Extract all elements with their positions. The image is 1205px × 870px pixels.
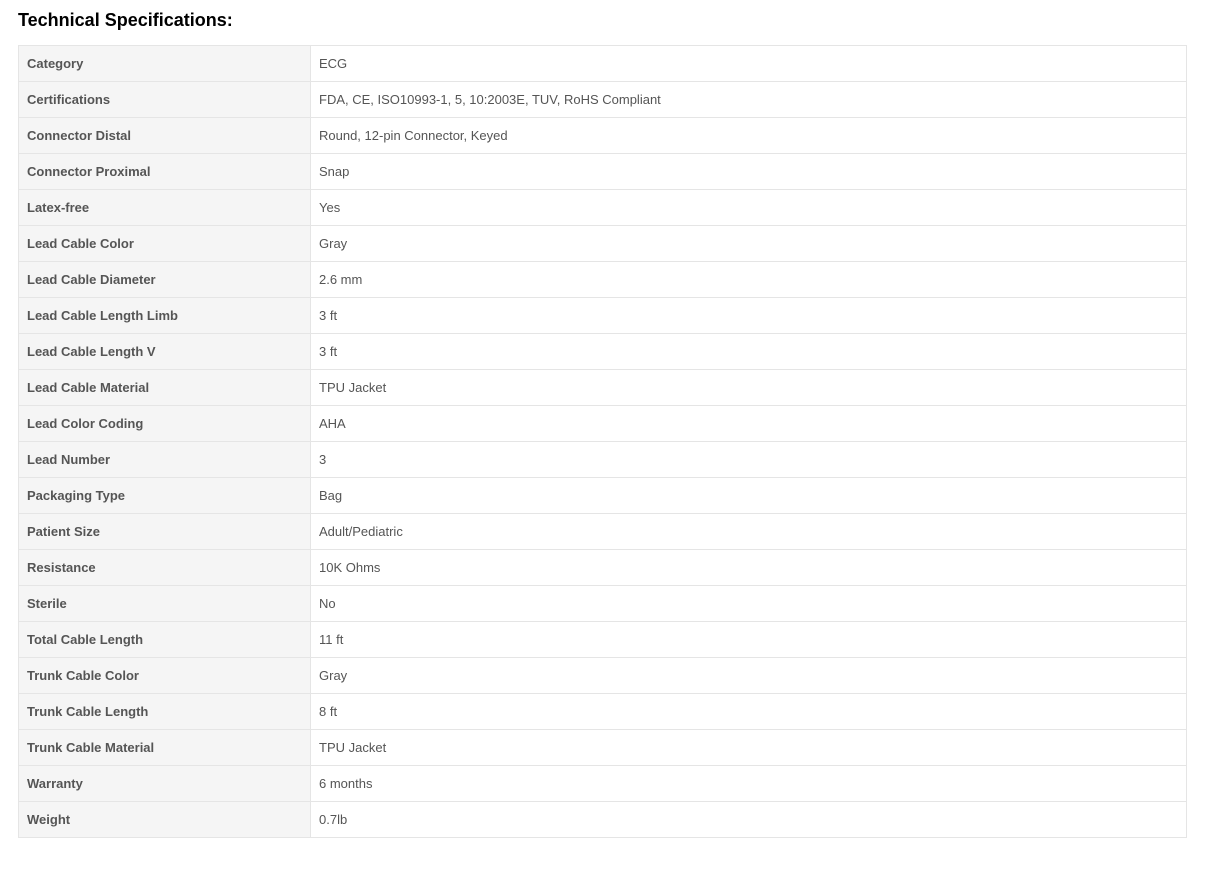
spec-value: 2.6 mm <box>311 262 1187 298</box>
table-row: CategoryECG <box>19 46 1187 82</box>
spec-value: No <box>311 586 1187 622</box>
spec-label: Resistance <box>19 550 311 586</box>
page-title: Technical Specifications: <box>18 10 1187 31</box>
table-row: Lead Cable ColorGray <box>19 226 1187 262</box>
spec-label: Certifications <box>19 82 311 118</box>
spec-label: Lead Color Coding <box>19 406 311 442</box>
table-row: Packaging TypeBag <box>19 478 1187 514</box>
spec-value: 10K Ohms <box>311 550 1187 586</box>
spec-value: Yes <box>311 190 1187 226</box>
spec-value: 11 ft <box>311 622 1187 658</box>
table-row: Patient SizeAdult/Pediatric <box>19 514 1187 550</box>
spec-value: TPU Jacket <box>311 370 1187 406</box>
spec-label: Patient Size <box>19 514 311 550</box>
spec-value: 6 months <box>311 766 1187 802</box>
table-row: Trunk Cable MaterialTPU Jacket <box>19 730 1187 766</box>
spec-value: Gray <box>311 226 1187 262</box>
spec-label: Trunk Cable Length <box>19 694 311 730</box>
spec-label: Connector Distal <box>19 118 311 154</box>
table-row: CertificationsFDA, CE, ISO10993-1, 5, 10… <box>19 82 1187 118</box>
spec-label: Total Cable Length <box>19 622 311 658</box>
spec-value: 0.7lb <box>311 802 1187 838</box>
spec-value: Gray <box>311 658 1187 694</box>
spec-value: 3 ft <box>311 298 1187 334</box>
spec-label: Trunk Cable Color <box>19 658 311 694</box>
spec-value: Adult/Pediatric <box>311 514 1187 550</box>
spec-label: Lead Cable Length V <box>19 334 311 370</box>
spec-value: Round, 12-pin Connector, Keyed <box>311 118 1187 154</box>
spec-label: Latex-free <box>19 190 311 226</box>
spec-label: Weight <box>19 802 311 838</box>
spec-label: Connector Proximal <box>19 154 311 190</box>
table-row: Lead Cable MaterialTPU Jacket <box>19 370 1187 406</box>
specifications-table: CategoryECGCertificationsFDA, CE, ISO109… <box>18 45 1187 838</box>
table-row: Warranty6 months <box>19 766 1187 802</box>
table-row: Lead Cable Length Limb3 ft <box>19 298 1187 334</box>
table-row: Total Cable Length11 ft <box>19 622 1187 658</box>
table-row: Trunk Cable Length8 ft <box>19 694 1187 730</box>
spec-value: 8 ft <box>311 694 1187 730</box>
specifications-table-body: CategoryECGCertificationsFDA, CE, ISO109… <box>19 46 1187 838</box>
spec-value: Bag <box>311 478 1187 514</box>
table-row: Lead Number3 <box>19 442 1187 478</box>
spec-label: Trunk Cable Material <box>19 730 311 766</box>
table-row: Connector ProximalSnap <box>19 154 1187 190</box>
spec-label: Packaging Type <box>19 478 311 514</box>
spec-label: Sterile <box>19 586 311 622</box>
spec-value: ECG <box>311 46 1187 82</box>
spec-value: FDA, CE, ISO10993-1, 5, 10:2003E, TUV, R… <box>311 82 1187 118</box>
spec-label: Lead Cable Color <box>19 226 311 262</box>
spec-label: Warranty <box>19 766 311 802</box>
table-row: Trunk Cable ColorGray <box>19 658 1187 694</box>
table-row: SterileNo <box>19 586 1187 622</box>
spec-label: Category <box>19 46 311 82</box>
spec-label: Lead Number <box>19 442 311 478</box>
spec-value: 3 ft <box>311 334 1187 370</box>
table-row: Connector DistalRound, 12-pin Connector,… <box>19 118 1187 154</box>
table-row: Latex-freeYes <box>19 190 1187 226</box>
table-row: Lead Cable Length V3 ft <box>19 334 1187 370</box>
spec-label: Lead Cable Material <box>19 370 311 406</box>
spec-value: AHA <box>311 406 1187 442</box>
spec-value: 3 <box>311 442 1187 478</box>
table-row: Lead Cable Diameter2.6 mm <box>19 262 1187 298</box>
spec-label: Lead Cable Length Limb <box>19 298 311 334</box>
spec-value: Snap <box>311 154 1187 190</box>
spec-label: Lead Cable Diameter <box>19 262 311 298</box>
table-row: Resistance10K Ohms <box>19 550 1187 586</box>
table-row: Weight0.7lb <box>19 802 1187 838</box>
spec-value: TPU Jacket <box>311 730 1187 766</box>
table-row: Lead Color CodingAHA <box>19 406 1187 442</box>
